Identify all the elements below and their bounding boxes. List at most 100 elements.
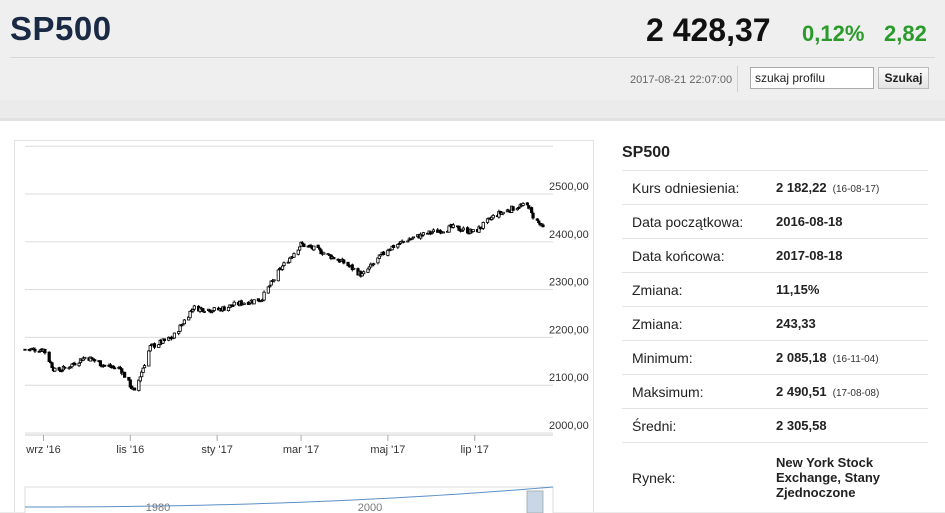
info-row: Kurs odniesienia: 2 182,22 (16-08-17) bbox=[622, 170, 928, 205]
candle-body bbox=[148, 345, 152, 352]
candle-body bbox=[147, 350, 151, 367]
candle-body bbox=[481, 222, 485, 229]
x-tick-label: lip '17 bbox=[460, 444, 488, 456]
candle-body bbox=[447, 225, 451, 233]
candle-body bbox=[431, 229, 436, 233]
info-value-cell: 2 490,51 (17-08-08) bbox=[776, 374, 928, 409]
price-chart[interactable]: 2000,00 2100,00 2200,00 2300,00 2400,00 2500,… bbox=[14, 140, 594, 513]
candle-body bbox=[93, 359, 97, 362]
candle-body bbox=[317, 247, 322, 250]
candle-body bbox=[212, 307, 216, 311]
candle-body bbox=[298, 246, 302, 251]
candle-body bbox=[352, 267, 356, 270]
side-title: SP500 bbox=[622, 144, 671, 161]
candle-body bbox=[137, 379, 141, 391]
info-row: Średni: 2 305,58 bbox=[622, 408, 928, 443]
candle-body bbox=[302, 243, 306, 248]
info-value-cell: 11,15% bbox=[776, 272, 928, 307]
info-value: 2 085,18 bbox=[776, 350, 827, 365]
info-value-cell: 2 182,22 (16-08-17) bbox=[776, 170, 928, 205]
candle-body bbox=[410, 237, 414, 240]
last-price: 2 428,37 bbox=[646, 12, 771, 48]
info-value-cell: 2 305,58 bbox=[776, 408, 928, 443]
info-row: Maksimum: 2 490,51 (17-08-08) bbox=[622, 374, 928, 409]
candle-body bbox=[430, 231, 434, 234]
candle-body bbox=[177, 331, 181, 334]
info-label: Maksimum: bbox=[622, 374, 776, 409]
candle-body bbox=[332, 257, 336, 260]
candle-body bbox=[222, 306, 226, 311]
candle-body bbox=[211, 310, 215, 313]
candle-body bbox=[312, 245, 316, 251]
candle-body bbox=[382, 251, 386, 255]
info-label: Data końcowa: bbox=[622, 238, 776, 273]
search-separator bbox=[737, 66, 738, 92]
candle-body bbox=[535, 218, 539, 221]
y-tick-label: 2200,00 bbox=[549, 324, 589, 336]
candle-body bbox=[47, 351, 51, 363]
candle-body bbox=[276, 269, 280, 282]
candle-body bbox=[401, 240, 406, 243]
info-row: Data końcowa: 2017-08-18 bbox=[622, 238, 928, 273]
info-label: Zmiana: bbox=[622, 272, 776, 307]
x-tick-label: maj '17 bbox=[370, 444, 405, 456]
info-value: 2 490,51 bbox=[776, 384, 827, 399]
candle-body bbox=[268, 285, 272, 288]
candle-body bbox=[202, 311, 206, 313]
candle-body bbox=[232, 301, 236, 306]
candle-body bbox=[113, 367, 117, 370]
candle-body bbox=[342, 259, 346, 264]
candle-body bbox=[316, 244, 320, 249]
info-date: (16-11-04) bbox=[832, 354, 879, 365]
search-button[interactable]: Szukaj bbox=[878, 67, 929, 89]
candle-body bbox=[138, 376, 142, 382]
candle-body bbox=[231, 305, 235, 308]
info-label: Kurs odniesienia: bbox=[622, 170, 776, 205]
x-tick-label: sty '17 bbox=[201, 444, 232, 456]
candle-body bbox=[531, 212, 535, 219]
change-percent: 0,12% bbox=[802, 21, 865, 46]
y-tick-label: 2400,00 bbox=[549, 229, 589, 241]
candle-body bbox=[60, 369, 64, 372]
candle-body bbox=[471, 229, 475, 232]
candle-body bbox=[292, 253, 296, 258]
info-value-cell: New York Stock Exchange, Stany Zjednoczo… bbox=[776, 442, 928, 513]
navigator-handle bbox=[526, 490, 544, 513]
candle-body bbox=[172, 332, 177, 339]
candle-body bbox=[511, 206, 515, 211]
candle-body bbox=[142, 365, 147, 369]
info-row: Zmiana: 243,33 bbox=[622, 306, 928, 341]
navigator-tick-label: 1980 bbox=[146, 502, 170, 513]
candle-body bbox=[77, 362, 81, 367]
candle-body bbox=[421, 232, 426, 236]
candle-body bbox=[57, 367, 61, 371]
search-input[interactable] bbox=[750, 67, 874, 89]
candle-body bbox=[182, 319, 186, 325]
candle-body bbox=[83, 356, 87, 360]
info-label: Data początkowa: bbox=[622, 204, 776, 239]
candle-body bbox=[530, 207, 534, 213]
candle-body bbox=[460, 230, 464, 232]
info-label: Minimum: bbox=[622, 340, 776, 375]
x-tick-label: wrz '16 bbox=[25, 444, 61, 456]
quote-timestamp: 2017-08-21 22:07:00 bbox=[630, 74, 733, 86]
candle-body bbox=[23, 348, 27, 351]
candle-body bbox=[372, 263, 376, 266]
candle-body bbox=[191, 309, 195, 312]
candle-body bbox=[98, 360, 103, 367]
candle-body bbox=[411, 236, 416, 239]
candle-body bbox=[50, 362, 54, 368]
info-label: Rynek: bbox=[622, 442, 776, 513]
candle-body bbox=[491, 214, 495, 219]
candle-body bbox=[322, 252, 326, 255]
info-value-cell: 2016-08-18 bbox=[776, 204, 928, 239]
candle-body bbox=[111, 365, 115, 368]
candle-body bbox=[188, 310, 192, 319]
candle-body bbox=[517, 207, 521, 209]
candle-body bbox=[465, 227, 470, 234]
ticker-symbol: SP500 bbox=[10, 10, 112, 47]
y-tick-label: 2000,00 bbox=[549, 420, 589, 432]
quote-header: SP500 2 428,37 0,12% 2,82 2017-08-21 22:… bbox=[0, 0, 945, 100]
info-value: 2017-08-18 bbox=[776, 248, 843, 263]
info-value: 2 305,58 bbox=[776, 418, 827, 433]
